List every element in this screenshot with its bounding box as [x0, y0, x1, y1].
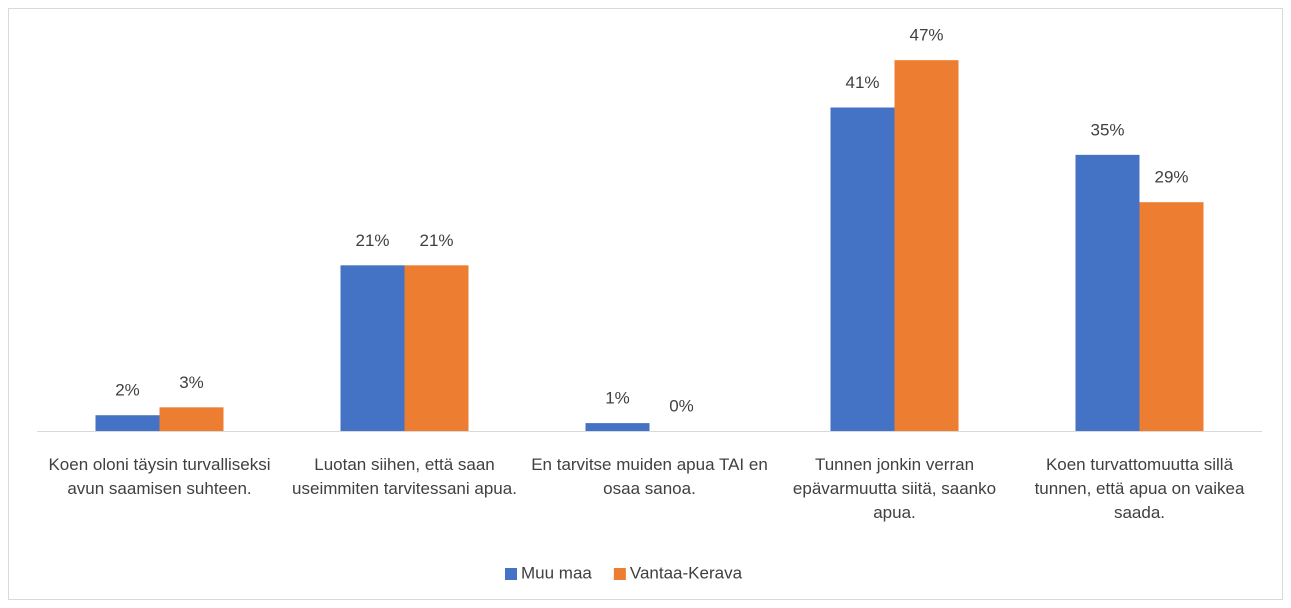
bar	[1075, 154, 1140, 431]
chart-frame	[8, 8, 1283, 600]
legend-label: Vantaa-Kerava	[630, 563, 743, 582]
legend-swatch	[613, 568, 626, 580]
data-label: 1%	[605, 389, 630, 408]
data-label: 2%	[115, 381, 140, 400]
bar	[404, 265, 469, 431]
data-label: 29%	[1154, 168, 1188, 187]
legend-swatch	[505, 568, 517, 580]
bar	[585, 423, 650, 431]
data-label: 21%	[355, 231, 389, 250]
bar	[894, 60, 959, 432]
legend-label: Muu maa	[521, 563, 592, 582]
bar	[95, 415, 160, 431]
data-label: 21%	[419, 231, 453, 250]
data-label: 3%	[179, 373, 204, 392]
x-tick-label: Luotan siihen, että saan useimmiten tarv…	[292, 455, 517, 498]
x-tick-label: Tunnen jonkin verran epävarmuutta siitä,…	[792, 455, 997, 522]
bar	[830, 107, 895, 431]
data-label: 41%	[845, 73, 879, 92]
data-label: 0%	[669, 396, 694, 415]
x-tick-label: Koen turvattomuutta sillä tunnen, että a…	[1034, 455, 1245, 522]
bar	[159, 407, 224, 431]
bar	[1139, 202, 1204, 431]
x-tick-label: Koen oloni täysin turvalliseksi avun saa…	[48, 455, 271, 498]
x-tick-label: En tarvitse muiden apua TAI en osaa sano…	[531, 455, 768, 498]
data-label: 35%	[1090, 120, 1124, 139]
data-label: 47%	[909, 26, 943, 45]
bar	[340, 265, 405, 431]
